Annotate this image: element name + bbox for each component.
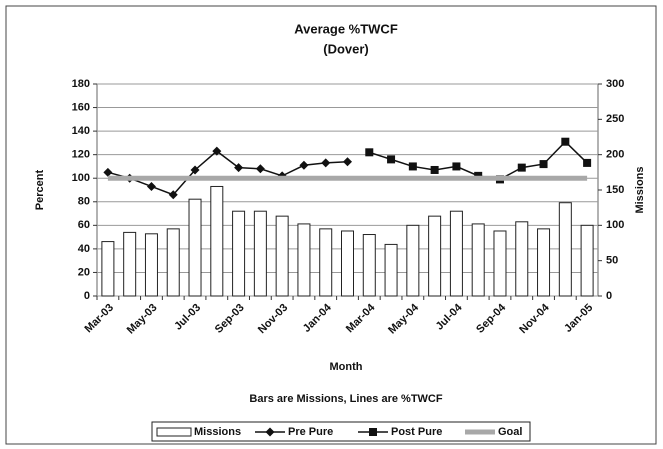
square-marker [387,155,396,164]
bar [166,228,180,297]
legend-label: Goal [498,426,522,438]
y2-tick-label: 250 [606,113,624,125]
square-marker [365,148,374,157]
y-tick-label: 0 [84,290,90,302]
diamond-marker [212,146,222,156]
y-tick-label: 80 [78,196,90,208]
square-marker [583,158,592,167]
bar [275,215,289,297]
square-marker [430,165,439,174]
legend-box [151,421,531,442]
bar [428,215,442,297]
bar [449,210,463,297]
bar [537,228,551,297]
y-tick-label: 160 [72,101,90,113]
legend-swatch [156,427,192,437]
bar [297,223,311,297]
square-marker [408,162,417,171]
diamond-marker [321,158,331,168]
y-tick-label: 40 [78,243,90,255]
square-marker [561,137,570,146]
y2-tick-label: 0 [606,290,612,302]
bar [406,224,420,297]
legend-label: Missions [194,426,241,438]
y-tick-label: 20 [78,266,90,278]
bar [232,210,246,297]
bar [101,241,115,297]
bar [558,202,572,297]
diamond-marker [234,163,244,173]
bar [188,198,202,297]
legend-label: Pre Pure [288,426,333,438]
square-marker [452,162,461,171]
bar [319,228,333,297]
bar [123,231,137,297]
x-axis-label: Month [330,361,363,373]
diamond-marker [146,181,156,191]
y2-tick-label: 100 [606,219,624,231]
y-tick-label: 60 [78,219,90,231]
y2-tick-label: 300 [606,78,624,90]
bar [341,230,354,297]
diamond-marker [343,157,352,167]
bar [471,223,485,297]
diamond-marker [103,167,113,177]
y-tick-label: 140 [72,125,90,137]
y2-axis-label: Missions [634,166,646,213]
bar [580,224,594,297]
diamond-marker [168,190,178,200]
chart-title: Average %TWCF [294,21,398,36]
y-tick-label: 120 [72,149,90,161]
annotation: Bars are Missions, Lines are %TWCF [249,393,442,405]
y2-tick-label: 50 [606,255,618,267]
diamond-marker [255,164,265,174]
bar [210,185,224,297]
bar [384,243,398,297]
chart-subtitle: (Dover) [323,41,369,56]
y-axis-label: Percent [34,169,46,210]
square-marker [369,428,377,436]
bar [144,233,158,297]
square-marker [539,160,548,169]
diamond-marker [265,427,275,437]
y-tick-label: 180 [72,78,90,90]
bar [515,221,529,297]
legend-label: Post Pure [391,426,442,438]
square-marker [517,163,526,172]
bar [493,230,507,297]
bar [253,210,267,297]
diamond-marker [299,160,309,170]
y2-tick-label: 150 [606,184,624,196]
y2-tick-label: 200 [606,149,624,161]
y-tick-label: 100 [72,172,90,184]
bar [362,234,376,297]
diamond-marker [190,165,200,175]
